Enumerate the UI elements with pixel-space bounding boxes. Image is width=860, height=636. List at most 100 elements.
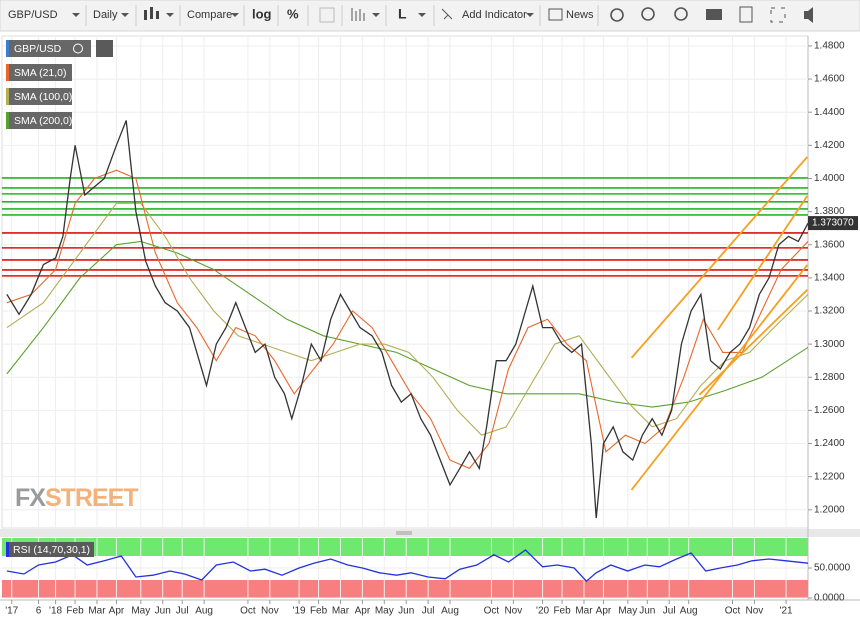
x-tick-label: Apr bbox=[109, 606, 125, 617]
x-tick-label: Nov bbox=[261, 606, 279, 617]
y-tick-label: 1.3400 bbox=[814, 272, 845, 283]
x-tick-label: Oct bbox=[240, 606, 256, 617]
price-line bbox=[6, 120, 808, 519]
x-tick-label: Jun bbox=[155, 606, 171, 617]
x-tick-label: Jun bbox=[398, 606, 414, 617]
panel bbox=[2, 538, 808, 598]
watermark-street: STREET bbox=[45, 484, 138, 512]
legend-box bbox=[6, 64, 72, 81]
x-tick-label: '17 bbox=[5, 606, 18, 617]
add-indicator-label: Add Indicator bbox=[462, 9, 527, 21]
compare-label: Compare bbox=[187, 9, 232, 21]
y-tick-label: 1.2800 bbox=[814, 372, 845, 383]
x-tick-label: Mar bbox=[332, 606, 350, 617]
x-tick-label: Jul bbox=[176, 606, 189, 617]
indicator-line bbox=[6, 202, 808, 436]
percent-button[interactable]: % bbox=[287, 6, 299, 21]
fullscreen-icon[interactable] bbox=[770, 7, 786, 23]
print-icon[interactable] bbox=[706, 9, 722, 20]
refresh-icon[interactable] bbox=[610, 8, 624, 22]
legend-item[interactable]: RSI (14,70,30,1) bbox=[6, 542, 94, 557]
x-tick-label: Apr bbox=[596, 606, 612, 617]
x-tick-label: Aug bbox=[195, 606, 213, 617]
x-tick-label: Jul bbox=[422, 606, 435, 617]
y-tick-label: 1.4400 bbox=[814, 107, 845, 118]
x-tick-label: Nov bbox=[746, 606, 764, 617]
trend-line bbox=[698, 289, 808, 396]
legend-swatch bbox=[6, 112, 9, 129]
news-button[interactable]: News bbox=[548, 8, 594, 21]
legend-item[interactable]: SMA (100,0) bbox=[6, 88, 72, 105]
watermark-fx: FX bbox=[15, 484, 46, 512]
settings-icon bbox=[96, 40, 113, 57]
legend-label: SMA (200,0) bbox=[14, 115, 72, 127]
x-tick-label: '20 bbox=[536, 606, 549, 617]
y-tick-label: 1.2200 bbox=[814, 471, 845, 482]
x-tick-label: May bbox=[618, 606, 637, 617]
y-tick-label: 0.0000 bbox=[814, 593, 845, 604]
x-tick-label: Mar bbox=[88, 606, 106, 617]
last-price-tag bbox=[808, 216, 858, 231]
legend-label: RSI (14,70,30,1) bbox=[13, 544, 90, 556]
price-line bbox=[6, 549, 808, 583]
log-button[interactable]: log bbox=[252, 6, 272, 21]
add-indicator-button[interactable]: Add Indicator bbox=[441, 8, 534, 21]
last-price-label: 1.373070 bbox=[812, 218, 854, 229]
x-tick-label: '19 bbox=[293, 606, 306, 617]
x-tick-label: Apr bbox=[355, 606, 371, 617]
zoom-out-icon[interactable] bbox=[674, 7, 688, 21]
y-tick-label: 1.3600 bbox=[814, 239, 845, 250]
panel bbox=[2, 36, 808, 528]
legend-swatch bbox=[6, 40, 9, 57]
line-tool-button[interactable]: L bbox=[398, 6, 426, 22]
zoom-in-icon[interactable] bbox=[641, 7, 655, 21]
x-tick-label: Jun bbox=[639, 606, 655, 617]
legend-label: SMA (21,0) bbox=[14, 67, 67, 79]
legend-swatch bbox=[6, 64, 9, 81]
compare-button[interactable]: Compare bbox=[187, 9, 239, 21]
toolbar-bg bbox=[0, 0, 860, 32]
line-tool-label: L bbox=[398, 6, 407, 22]
x-tick-label: Oct bbox=[725, 606, 741, 617]
x-tick-label: '18 bbox=[49, 606, 62, 617]
sound-icon[interactable] bbox=[804, 7, 813, 23]
legend-box bbox=[6, 40, 91, 57]
y-tick-label: 1.2400 bbox=[814, 438, 845, 449]
panel-separator bbox=[0, 529, 860, 537]
chart-type-button[interactable] bbox=[144, 7, 174, 20]
symbol-label: GBP/USD bbox=[8, 9, 58, 21]
news-label: News bbox=[566, 9, 594, 21]
draw-icon[interactable] bbox=[319, 7, 335, 23]
legend-item[interactable]: GBP/USD bbox=[6, 40, 113, 57]
y-tick-label: 50.0000 bbox=[814, 563, 851, 574]
legend-box bbox=[6, 112, 72, 129]
legend-box bbox=[6, 88, 72, 105]
png-icon[interactable] bbox=[739, 6, 753, 23]
interval-label: Daily bbox=[93, 9, 118, 21]
symbol-button[interactable]: GBP/USD bbox=[8, 9, 80, 21]
x-tick-label: Oct bbox=[484, 606, 500, 617]
x-tick-label: '21 bbox=[780, 606, 793, 617]
x-tick-label: Mar bbox=[575, 606, 593, 617]
legend-box bbox=[6, 542, 94, 557]
y-tick-label: 1.4200 bbox=[814, 140, 845, 151]
y-tick-label: 1.3000 bbox=[814, 339, 845, 350]
x-tick-label: Jul bbox=[663, 606, 676, 617]
toolbar: GBP/USD Daily Compare log % L Add Indica… bbox=[0, 0, 860, 32]
trend-line bbox=[630, 264, 808, 491]
legend-item[interactable]: SMA (21,0) bbox=[6, 64, 72, 81]
y-tick-label: 1.4000 bbox=[814, 173, 845, 184]
y-tick-label: 1.2600 bbox=[814, 405, 845, 416]
x-tick-label: Feb bbox=[66, 606, 84, 617]
legend-swatch bbox=[6, 542, 9, 557]
x-tick-label: May bbox=[375, 606, 394, 617]
bars-icon[interactable] bbox=[351, 8, 380, 21]
x-tick-label: May bbox=[131, 606, 150, 617]
legend-item[interactable]: SMA (200,0) bbox=[6, 112, 72, 129]
rsi-zone bbox=[2, 580, 808, 598]
trend-line bbox=[630, 156, 808, 359]
interval-button[interactable]: Daily bbox=[93, 9, 129, 21]
y-tick-label: 1.3800 bbox=[814, 206, 845, 217]
